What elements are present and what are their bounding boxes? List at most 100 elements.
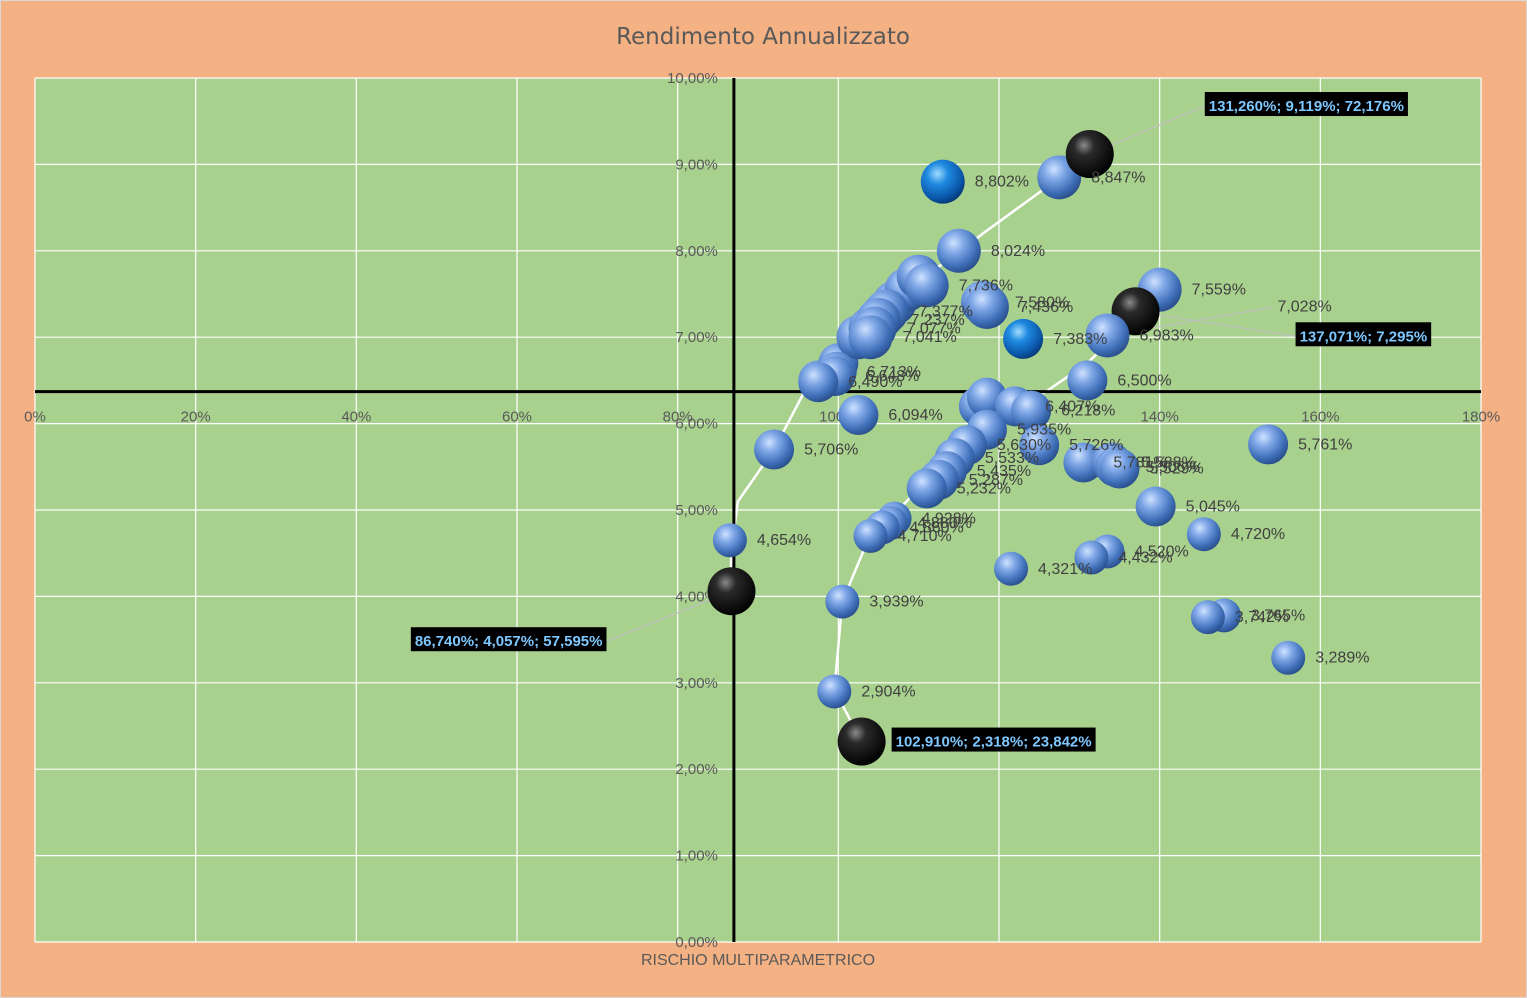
data-bubble bbox=[1085, 313, 1130, 358]
bubbles bbox=[707, 130, 1306, 766]
y-tick-label: 8,00% bbox=[675, 243, 718, 260]
data-label: 5,706% bbox=[804, 442, 858, 459]
data-bubble bbox=[1003, 318, 1044, 359]
data-bubble bbox=[825, 584, 860, 619]
data-label: 6,407% bbox=[1045, 398, 1099, 415]
data-label: 5,287% bbox=[969, 472, 1023, 489]
y-tick-label: 1,00% bbox=[675, 848, 718, 865]
data-bubble bbox=[838, 394, 879, 435]
data-label: 7,559% bbox=[1192, 282, 1246, 299]
data-bubble bbox=[1271, 640, 1306, 675]
data-bubble bbox=[817, 674, 852, 709]
data-bubble bbox=[853, 518, 888, 553]
data-label: 7,383% bbox=[1053, 331, 1107, 348]
data-bubble bbox=[1067, 360, 1108, 401]
data-bubble bbox=[936, 228, 981, 273]
data-bubble bbox=[920, 159, 965, 204]
callout-label: 86,740%; 4,057%; 57,595% bbox=[415, 633, 603, 650]
data-labels: 8,024% 8,802% 8,847% 7,736%7,580%7,436% 7,37… bbox=[757, 169, 1370, 700]
data-bubble bbox=[1186, 517, 1221, 552]
data-label: 8,847% bbox=[1091, 169, 1145, 186]
highlight-bubble bbox=[707, 567, 756, 616]
data-label: 7,077% bbox=[906, 321, 960, 338]
x-tick-label: 180% bbox=[1462, 409, 1500, 426]
highlight-bubble bbox=[1065, 130, 1114, 179]
data-label: 4,654% bbox=[757, 532, 811, 549]
data-label: 8,802% bbox=[975, 174, 1029, 191]
data-label: 7,237% bbox=[911, 312, 965, 329]
data-bubble bbox=[1099, 448, 1140, 489]
data-label: 7,436% bbox=[1019, 299, 1073, 316]
data-label: 3,939% bbox=[869, 594, 923, 611]
x-tick-label: 20% bbox=[181, 409, 211, 426]
y-tick-label: 0,00% bbox=[675, 934, 718, 951]
data-bubble bbox=[1074, 540, 1109, 575]
data-bubble bbox=[964, 284, 1009, 329]
x-tick-label: 60% bbox=[502, 409, 532, 426]
y-tick-label: 7,00% bbox=[675, 329, 718, 346]
data-label: 5,232% bbox=[957, 480, 1011, 497]
callout-box bbox=[1204, 92, 1408, 117]
data-label: 3,765% bbox=[1251, 607, 1305, 624]
data-label: 7,041% bbox=[902, 329, 956, 346]
y-tick-label: 9,00% bbox=[675, 156, 718, 173]
y-tick-label: 3,00% bbox=[675, 675, 718, 692]
data-label: 6,218% bbox=[1061, 403, 1115, 420]
data-bubble bbox=[754, 429, 795, 470]
data-label: 5,533% bbox=[985, 450, 1039, 467]
data-label: 6,490% bbox=[848, 374, 902, 391]
chart-title: Rendimento Annualizzato bbox=[616, 24, 910, 50]
x-tick-label: 160% bbox=[1301, 409, 1339, 426]
data-label: 5,506% bbox=[1145, 459, 1199, 476]
data-label: 4,520% bbox=[1134, 543, 1188, 560]
data-label: 5,588% bbox=[1141, 454, 1195, 471]
data-bubble bbox=[1011, 390, 1052, 431]
data-label: 3,289% bbox=[1315, 650, 1369, 667]
data-bubble bbox=[1063, 442, 1104, 483]
data-bubble bbox=[904, 263, 949, 308]
y-tick-label: 6,00% bbox=[675, 416, 718, 433]
data-label: 7,580% bbox=[1015, 295, 1069, 312]
callouts: 131,260%; 9,119%; 72,176% 137,071%; 7,295… bbox=[410, 92, 1432, 752]
data-label: 6,500% bbox=[1117, 372, 1171, 389]
data-label: 5,435% bbox=[977, 463, 1031, 480]
x-tick-label: 140% bbox=[1140, 409, 1178, 426]
x-tick-label: 40% bbox=[341, 409, 371, 426]
data-label: 4,432% bbox=[1118, 550, 1172, 567]
callout-label: 137,071%; 7,295% bbox=[1300, 328, 1428, 345]
data-label: 7,736% bbox=[959, 277, 1013, 294]
x-axis-title: RISCHIO MULTIPARAMETRICO bbox=[641, 952, 875, 969]
data-label: 4,860% bbox=[910, 519, 964, 536]
data-label: 3,742% bbox=[1235, 609, 1289, 626]
data-label: 5,045% bbox=[1186, 499, 1240, 516]
data-label: 8,024% bbox=[991, 243, 1045, 260]
data-label: 6,094% bbox=[888, 407, 942, 424]
callout-box bbox=[410, 627, 607, 652]
callout-box bbox=[891, 727, 1096, 752]
x-tick-label: 0% bbox=[24, 409, 46, 426]
data-bubble bbox=[848, 315, 893, 360]
data-label: 6,648% bbox=[865, 368, 919, 385]
data-label: 6,713% bbox=[867, 364, 921, 381]
data-label: 5,630% bbox=[997, 437, 1051, 454]
data-label: 5,726% bbox=[1069, 437, 1123, 454]
y-tick-label: 10,00% bbox=[667, 70, 718, 87]
data-label: 7,377% bbox=[919, 303, 973, 320]
data-bubble bbox=[712, 523, 747, 558]
callout-label: 131,260%; 9,119%; 72,176% bbox=[1209, 98, 1404, 115]
data-bubble bbox=[1135, 486, 1176, 527]
data-label: 4,720% bbox=[1231, 526, 1285, 543]
axis-lines bbox=[35, 78, 1481, 942]
y-tick-label: 2,00% bbox=[675, 761, 718, 778]
y-tick-label: 5,00% bbox=[675, 502, 718, 519]
data-label: 2,904% bbox=[861, 683, 915, 700]
callout-leader-line bbox=[1135, 310, 1296, 337]
data-label: 4,321% bbox=[1038, 561, 1092, 578]
data-label: 6,983% bbox=[1139, 327, 1193, 344]
data-bubble bbox=[906, 468, 947, 509]
data-label: 4,880% bbox=[918, 515, 972, 532]
data-label: 4,928% bbox=[922, 511, 976, 528]
data-label: 4,710% bbox=[897, 528, 951, 545]
highlight-bubble bbox=[837, 717, 886, 766]
